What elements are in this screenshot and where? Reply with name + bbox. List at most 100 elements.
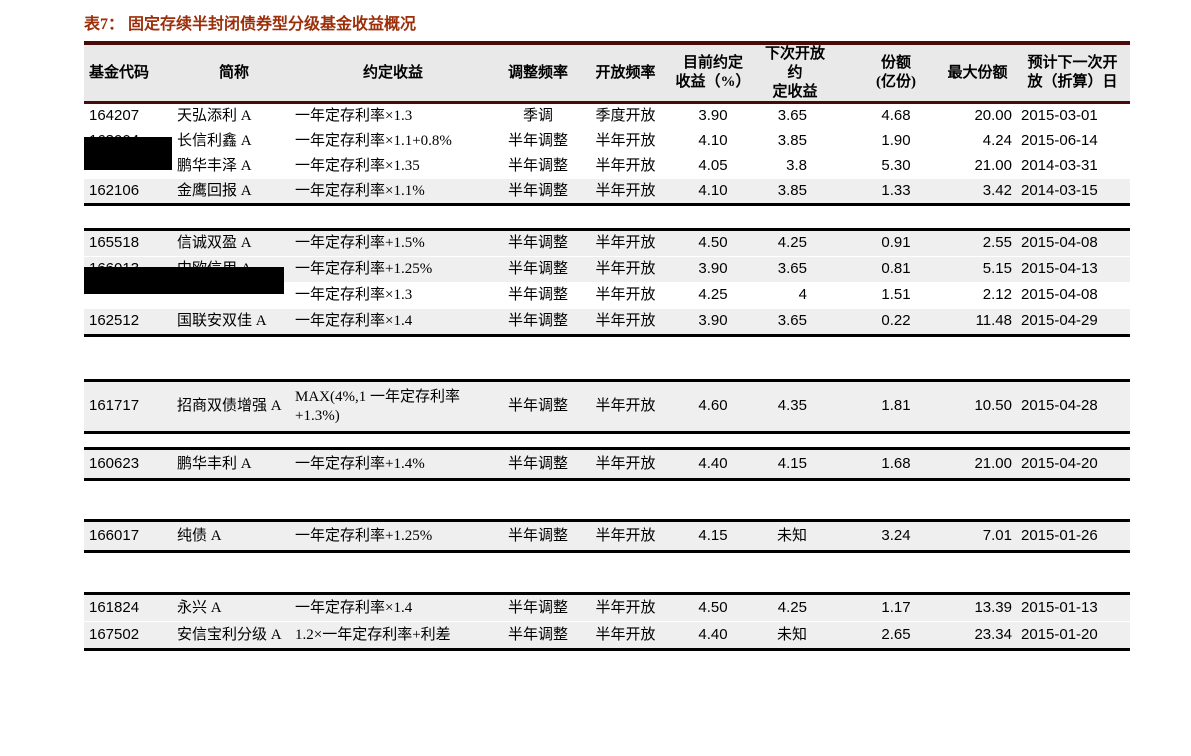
cell-fund-name: 信诚双盈 A [175,229,293,257]
table-row: 一年定存利率×1.3 半年调整 半年开放 4.25 4 1.51 2.12 20… [84,282,1130,309]
fund-group-3: 161717 招商双债增强 A MAX(4%,1 一年定存利率+1.3%) 半年… [84,379,1130,435]
cell-adjust-frequency: 半年调整 [493,153,583,179]
cell-open-frequency: 季度开放 [595,107,656,124]
cell-max-share: 20.00 [974,106,1012,124]
cell-open-frequency: 半年开放 [583,153,668,179]
cell-fund-code: 160623 [84,448,175,480]
fund-table-section: 表7： 固定存续半封闭债券型分级基金收益概况 基金代码 简称 约定收益 调整频率… [84,14,1130,652]
cell-max-share: 13.39 [940,593,1015,622]
cell-current-income: 4.40 [668,448,758,480]
cell-next-open-date: 2015-06-14 [1015,128,1130,154]
cell-next-income: 4 [758,282,852,309]
cell-max-share: 23.34 [940,621,1015,650]
cell-agreed-income: 一年定存利率×1.3 [293,282,493,309]
header-line: 目前约定 [682,55,743,72]
cell-next-income: 4.35 [758,380,852,433]
col-header-next-open-date: 预计下一次开 放（折算）日 [1015,43,1130,103]
cell-next-open-date: 2014-03-31 [1015,153,1130,179]
col-header-agreed-income: 约定收益 [362,64,423,81]
header-line: 放（折算）日 [1027,74,1118,91]
cell-max-share: 7.01 [940,520,1015,552]
redaction-box [84,267,284,294]
cell-open-frequency: 半年开放 [583,593,668,622]
cell-next-income: 3.65 [758,308,852,336]
header-line: 份额 [880,55,911,72]
cell-open-frequency: 半年开放 [583,520,668,552]
cell-fund-name: 鹏华丰泽 A [175,153,293,179]
cell-fund-name: 长信利鑫 A [175,128,293,154]
cell-max-share: 3.42 [940,178,1015,205]
cell-share: 5.30 [852,153,940,179]
col-header-next-income: 下次开放约 定收益 [758,43,852,103]
cell-current-income: 3.90 [698,106,728,124]
cell-share: 2.65 [852,621,940,650]
col-header-open-frequency: 开放频率 [595,64,656,81]
cell-fund-name: 安信宝利分级 A [175,621,293,650]
cell-next-open-date: 2015-04-28 [1015,380,1130,433]
cell-current-income: 4.50 [668,229,758,257]
cell-next-open-date: 2015-04-08 [1015,229,1130,257]
cell-open-frequency: 半年开放 [583,178,668,205]
cell-share: 1.51 [852,282,940,309]
cell-agreed-income: 一年定存利率+1.4% [293,448,493,480]
cell-agreed-income: 一年定存利率×1.4 [293,593,493,622]
cell-max-share: 21.00 [940,153,1015,179]
cell-adjust-frequency: 半年调整 [493,229,583,257]
cell-share: 1.81 [852,380,940,433]
header-line: 下次开放约 [764,46,825,81]
cell-open-frequency: 半年开放 [583,380,668,433]
cell-adjust-frequency: 半年调整 [493,593,583,622]
cell-open-frequency: 半年开放 [583,448,668,480]
cell-adjust-frequency: 半年调整 [493,380,583,433]
cell-share: 1.90 [852,128,940,154]
cell-agreed-income: 一年定存利率×1.35 [293,153,493,179]
cell-max-share: 2.55 [940,229,1015,257]
cell-open-frequency: 半年开放 [583,308,668,336]
col-header-max-share: 最大份额 [947,64,1008,81]
cell-open-frequency: 半年开放 [583,621,668,650]
table-row: 165518 信诚双盈 A 一年定存利率+1.5% 半年调整 半年开放 4.50… [84,229,1130,257]
cell-agreed-income: 一年定存利率×1.3 [295,107,413,124]
cell-fund-name: 鹏华丰利 A [175,448,293,480]
cell-adjust-frequency: 半年调整 [493,282,583,309]
cell-fund-name: 金鹰回报 A [175,178,293,205]
header-line: (亿份) [876,74,916,91]
cell-adjust-frequency: 半年调整 [493,256,583,283]
fund-group-2: 165518 信诚双盈 A 一年定存利率+1.5% 半年调整 半年开放 4.50… [84,228,1130,338]
cell-adjust-frequency: 半年调整 [493,520,583,552]
table-row: 161717 招商双债增强 A MAX(4%,1 一年定存利率+1.3%) 半年… [84,380,1130,433]
cell-next-open-date: 2015-01-20 [1015,621,1130,650]
cell-fund-code: 164207 [89,106,140,124]
cell-open-frequency: 半年开放 [583,229,668,257]
table-header: 基金代码 简称 约定收益 调整频率 开放频率 目前约定 收益（%） 下次开放约 定收… [84,41,1130,105]
cell-current-income: 4.40 [668,621,758,650]
cell-next-income: 3.8 [758,153,852,179]
cell-agreed-income: 一年定存利率×1.1% [293,178,493,205]
cell-fund-name: 纯债 A [175,520,293,552]
cell-current-income: 3.90 [668,256,758,283]
cell-adjust-frequency: 半年调整 [493,448,583,480]
cell-open-frequency: 半年开放 [583,282,668,309]
cell-next-income: 4.25 [758,229,852,257]
cell-agreed-income: 一年定存利率+1.5% [293,229,493,257]
cell-share: 1.17 [852,593,940,622]
table-row: 162512 国联安双佳 A 一年定存利率×1.4 半年调整 半年开放 3.90… [84,308,1130,336]
header-line: 预计下一次开 [1027,55,1118,72]
cell-share: 3.24 [852,520,940,552]
fund-group-4: 160623 鹏华丰利 A 一年定存利率+1.4% 半年调整 半年开放 4.40… [84,447,1130,482]
cell-next-income: 4.25 [758,593,852,622]
cell-agreed-income: 一年定存利率+1.25% [293,256,493,283]
cell-current-income: 4.60 [668,380,758,433]
cell-agreed-income: 1.2×一年定存利率+利差 [293,621,493,650]
cell-agreed-income: 一年定存利率+1.25% [293,520,493,552]
cell-adjust-frequency: 半年调整 [493,621,583,650]
cell-current-income: 4.10 [668,128,758,154]
cell-share: 1.68 [852,448,940,480]
cell-share: 0.81 [852,256,940,283]
table-row: 164207 天弘添利 A 一年定存利率×1.3 季调 季度开放 3.90 3.… [84,104,1130,129]
table-row: 鹏华丰泽 A 一年定存利率×1.35 半年调整 半年开放 4.05 3.8 5.… [84,153,1130,179]
cell-adjust-frequency: 半年调整 [493,308,583,336]
table-row: 161824 永兴 A 一年定存利率×1.4 半年调整 半年开放 4.50 4.… [84,593,1130,622]
header-line: 收益（%） [675,74,751,91]
